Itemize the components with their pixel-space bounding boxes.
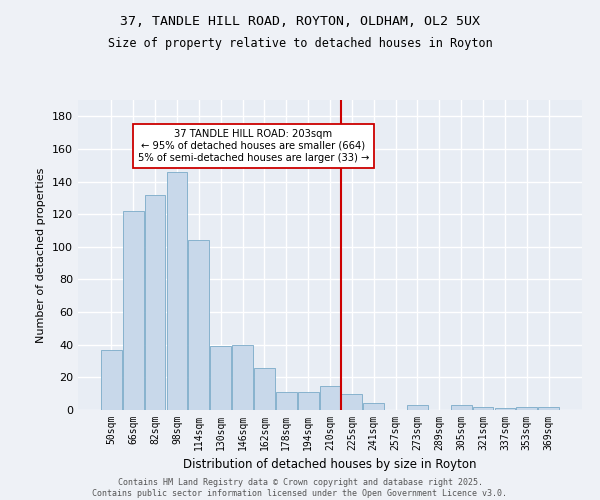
Bar	[320, 386, 340, 410]
Bar	[101, 350, 122, 410]
Bar	[123, 211, 143, 410]
Bar	[451, 405, 472, 410]
Text: 37 TANDLE HILL ROAD: 203sqm
← 95% of detached houses are smaller (664)
5% of sem: 37 TANDLE HILL ROAD: 203sqm ← 95% of det…	[138, 130, 369, 162]
Bar	[276, 392, 296, 410]
X-axis label: Distribution of detached houses by size in Royton: Distribution of detached houses by size …	[183, 458, 477, 471]
Bar	[407, 405, 428, 410]
Bar	[494, 408, 515, 410]
Bar	[254, 368, 275, 410]
Text: Contains HM Land Registry data © Crown copyright and database right 2025.
Contai: Contains HM Land Registry data © Crown c…	[92, 478, 508, 498]
Bar	[341, 394, 362, 410]
Bar	[232, 344, 253, 410]
Bar	[145, 194, 166, 410]
Bar	[538, 406, 559, 410]
Bar	[473, 406, 493, 410]
Text: 37, TANDLE HILL ROAD, ROYTON, OLDHAM, OL2 5UX: 37, TANDLE HILL ROAD, ROYTON, OLDHAM, OL…	[120, 15, 480, 28]
Bar	[364, 404, 384, 410]
Text: Size of property relative to detached houses in Royton: Size of property relative to detached ho…	[107, 38, 493, 51]
Bar	[167, 172, 187, 410]
Y-axis label: Number of detached properties: Number of detached properties	[37, 168, 46, 342]
Bar	[298, 392, 319, 410]
Bar	[517, 406, 537, 410]
Bar	[188, 240, 209, 410]
Bar	[210, 346, 231, 410]
